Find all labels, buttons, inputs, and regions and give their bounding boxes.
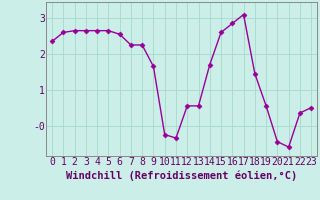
- X-axis label: Windchill (Refroidissement éolien,°C): Windchill (Refroidissement éolien,°C): [66, 170, 297, 181]
